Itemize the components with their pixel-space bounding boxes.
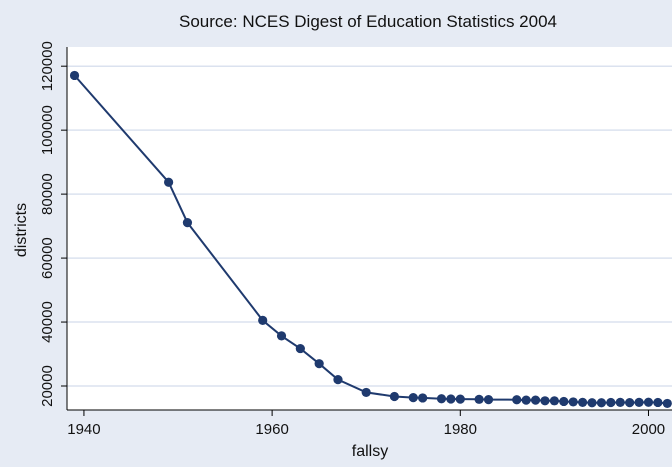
data-point — [634, 397, 644, 407]
series-districts — [69, 70, 672, 409]
x-axis-ticks: 1940 1960 1980 2000 — [67, 410, 665, 438]
data-point — [653, 397, 663, 408]
x-axis-title: fallsy — [352, 443, 388, 460]
x-tick-label: 2000 — [632, 421, 665, 438]
data-point — [333, 375, 343, 385]
data-point — [512, 395, 522, 405]
y-tick-label: 100000 — [39, 105, 56, 155]
data-point — [587, 398, 597, 408]
y-axis-ticks: 20000 40000 60000 80000 100000 120000 — [39, 41, 67, 407]
x-tick-label: 1960 — [255, 421, 288, 438]
data-point — [662, 398, 672, 409]
x-tick-label: 1940 — [67, 421, 100, 438]
y-tick-label: 20000 — [39, 365, 56, 407]
data-point — [568, 397, 578, 407]
data-point — [606, 397, 616, 408]
data-point — [69, 70, 80, 81]
y-tick-label: 80000 — [39, 173, 56, 215]
data-point — [418, 393, 428, 403]
data-point — [643, 397, 654, 407]
y-tick-label: 120000 — [39, 41, 56, 91]
data-point — [483, 395, 494, 405]
data-point — [559, 396, 569, 407]
data-point — [446, 394, 456, 404]
data-point — [182, 218, 193, 228]
series-line — [73, 74, 668, 405]
plot-area — [67, 47, 672, 410]
data-point — [521, 395, 531, 405]
data-point — [361, 387, 371, 398]
data-point — [474, 394, 484, 404]
data-point — [436, 394, 447, 404]
chart-title: Source: NCES Digest of Education Statist… — [179, 12, 557, 31]
y-tick-label: 40000 — [39, 301, 56, 343]
x-tick-label: 1980 — [444, 421, 477, 438]
data-point — [295, 343, 305, 354]
data-point — [578, 397, 588, 407]
data-point — [615, 397, 625, 407]
data-point — [625, 398, 635, 408]
data-point — [530, 395, 541, 405]
data-point — [540, 396, 550, 406]
data-point — [314, 359, 324, 369]
data-point — [549, 396, 559, 406]
data-point — [455, 394, 465, 404]
data-point — [408, 393, 418, 403]
y-tick-label: 60000 — [39, 237, 56, 279]
gridlines — [67, 65, 672, 387]
data-point — [596, 398, 607, 408]
y-axis-title: districts — [13, 203, 30, 257]
data-point — [258, 315, 268, 325]
data-point — [389, 391, 400, 402]
data-point — [164, 177, 174, 187]
data-point — [276, 331, 287, 341]
